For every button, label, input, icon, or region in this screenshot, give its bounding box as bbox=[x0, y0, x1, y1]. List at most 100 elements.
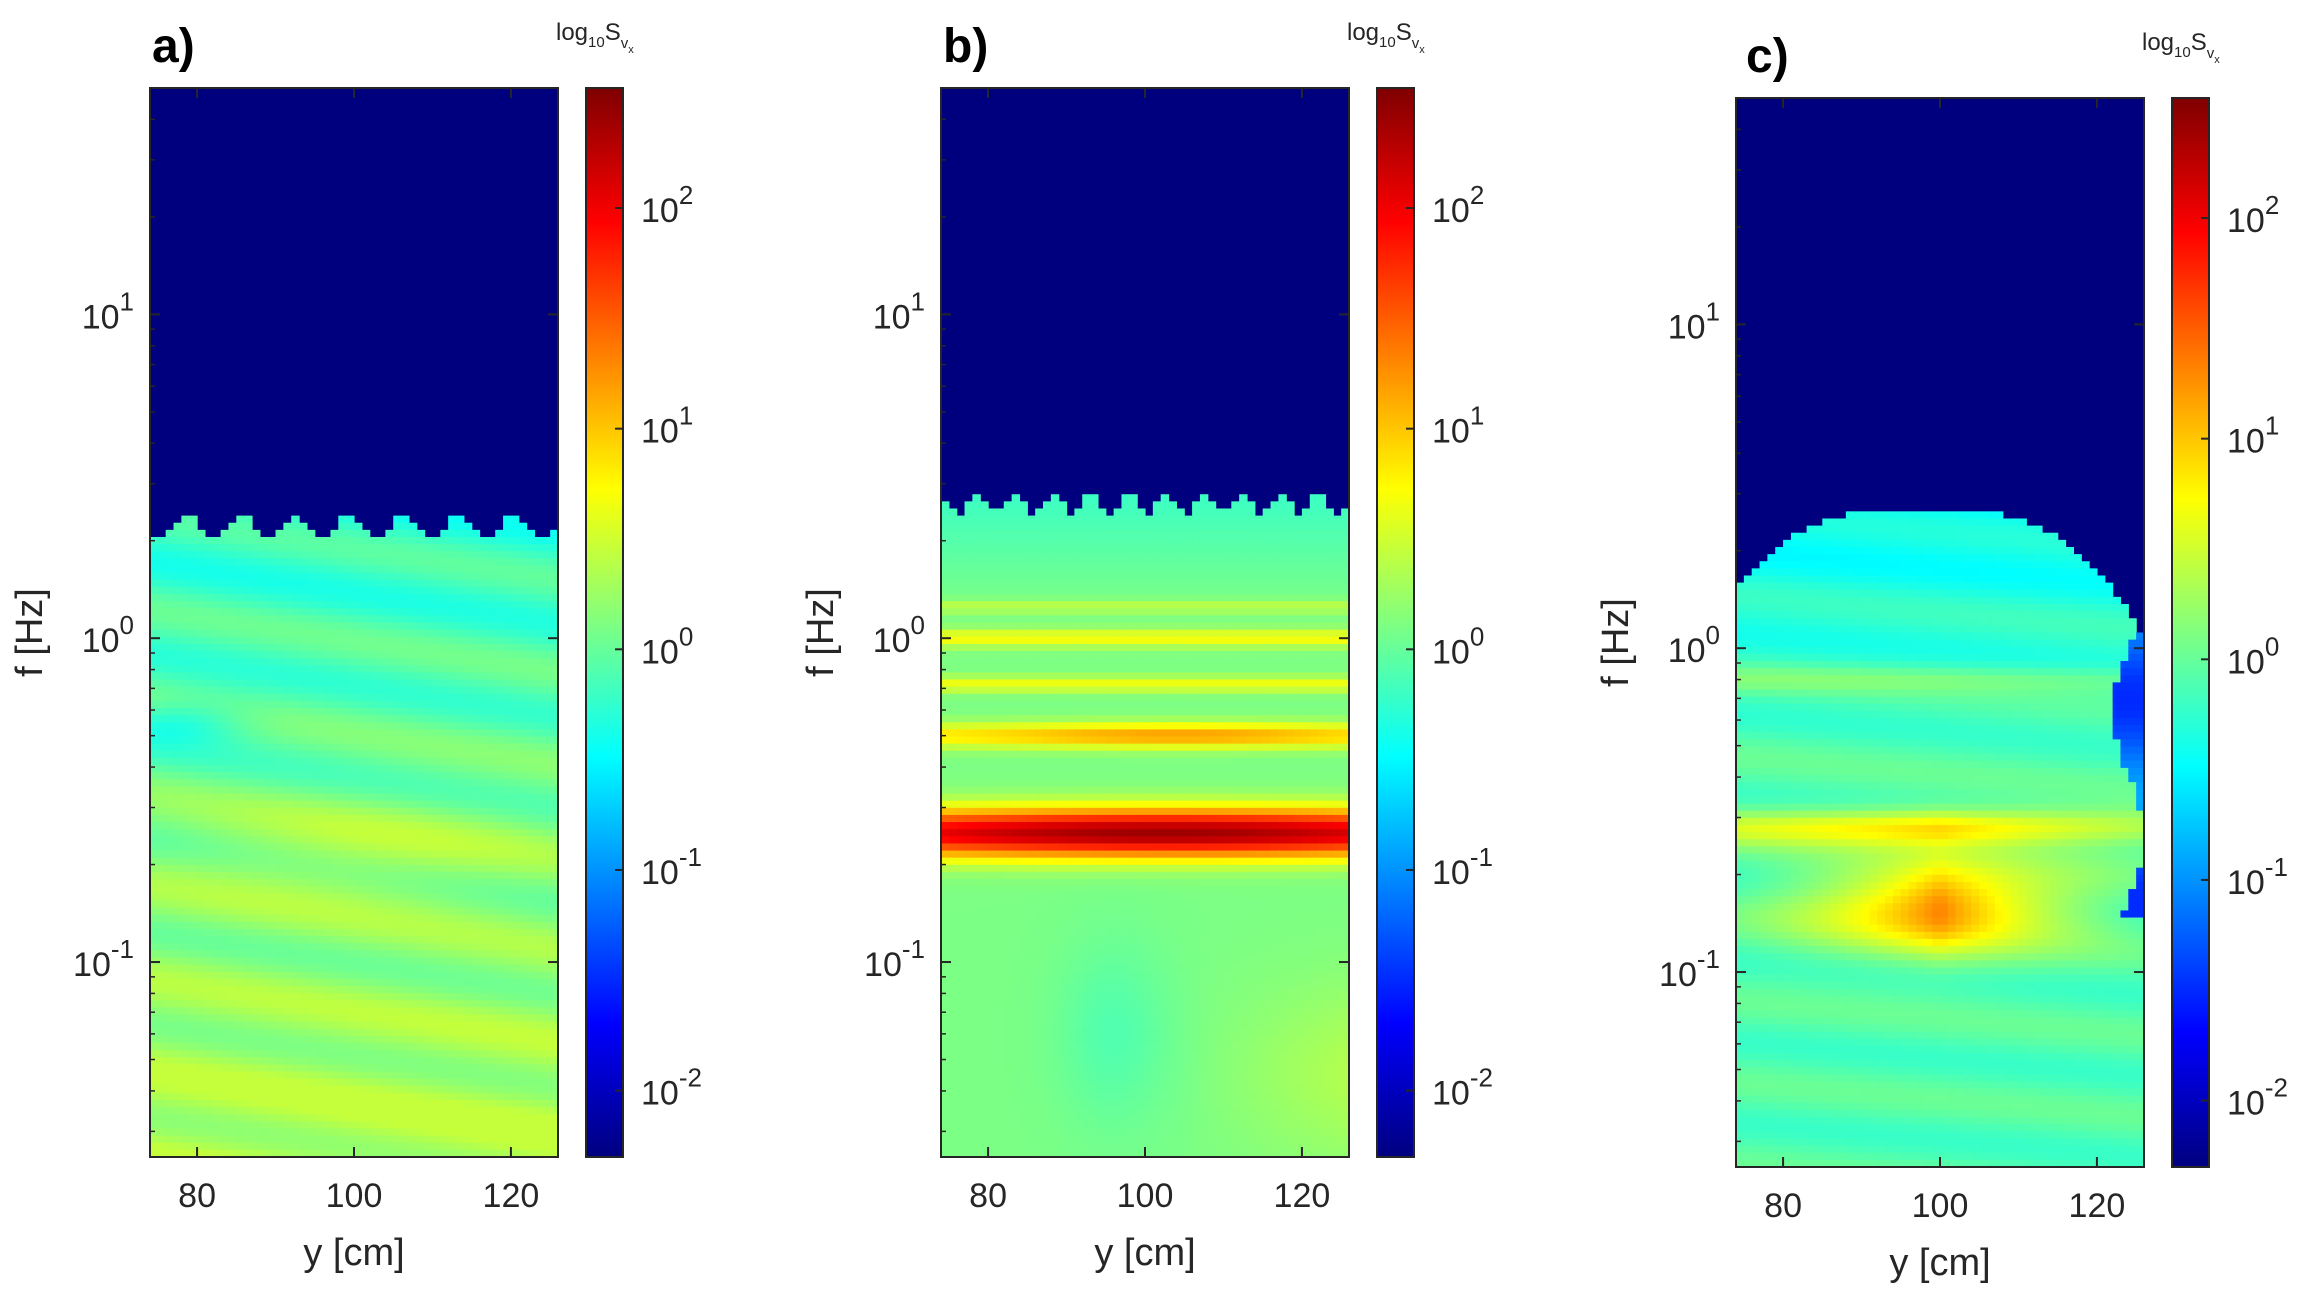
spectrogram-cell bbox=[299, 836, 308, 845]
spectrogram-cell bbox=[361, 715, 371, 723]
spectrogram-cell bbox=[220, 843, 230, 852]
spectrogram-cell bbox=[408, 993, 418, 1001]
spectrogram-cell bbox=[275, 1007, 284, 1016]
spectrogram-cell bbox=[322, 601, 332, 609]
spectrogram-cell bbox=[236, 1099, 245, 1108]
spectrogram-cell bbox=[291, 786, 300, 795]
spectrogram-cell bbox=[244, 536, 253, 545]
spectrogram-cell bbox=[189, 729, 198, 738]
spectrogram-cell bbox=[181, 936, 190, 944]
spectrogram-cell bbox=[165, 879, 175, 887]
spectrogram-cell bbox=[1325, 522, 1334, 531]
spectrogram-cell bbox=[416, 743, 426, 752]
spectrogram-cell bbox=[267, 964, 277, 973]
spectrogram-cell bbox=[236, 715, 245, 723]
spectrogram-cell bbox=[487, 651, 496, 659]
spectrogram-cell bbox=[259, 593, 269, 602]
spectrogram-cell bbox=[244, 1071, 253, 1080]
spectrogram-cell bbox=[408, 536, 418, 545]
spectrogram-cell bbox=[322, 693, 332, 702]
spectrogram-cell bbox=[542, 1078, 551, 1087]
spectrogram-cell bbox=[314, 565, 324, 574]
spectrogram-cell bbox=[354, 643, 363, 652]
spectrogram-cell bbox=[204, 1142, 214, 1151]
spectrogram-cell bbox=[518, 786, 528, 795]
spectrogram-cell bbox=[330, 985, 339, 994]
spectrogram-cell bbox=[471, 822, 481, 830]
spectrogram-cell bbox=[1090, 515, 1099, 524]
spectrogram-cell bbox=[204, 643, 214, 652]
spectrogram-cell bbox=[361, 636, 371, 645]
spectrogram-cell bbox=[534, 857, 543, 866]
spectrogram-cell bbox=[1254, 536, 1264, 545]
spectrogram-cell bbox=[204, 686, 214, 695]
spectrogram-cell bbox=[181, 757, 190, 766]
spectrogram-cell bbox=[197, 1128, 206, 1137]
spectrogram-cell bbox=[259, 921, 269, 930]
spectrogram-cell bbox=[204, 693, 214, 702]
spectrogram-cell bbox=[228, 950, 237, 959]
spectrogram-cell bbox=[416, 943, 426, 951]
spectrogram-cell bbox=[534, 871, 543, 880]
spectrogram-cell bbox=[1262, 536, 1272, 545]
spectrogram-cell bbox=[189, 736, 198, 745]
spectrogram-cell bbox=[1333, 522, 1342, 531]
spectrogram-cell bbox=[377, 629, 386, 638]
spectrogram-cell bbox=[236, 843, 245, 852]
spectrogram-cell bbox=[189, 800, 198, 809]
spectrogram-cell bbox=[322, 757, 332, 766]
spectrogram-cell bbox=[189, 850, 198, 859]
spectrogram-cell bbox=[189, 914, 198, 923]
spectrogram-cell bbox=[518, 1021, 528, 1030]
spectrogram-cell bbox=[314, 686, 324, 695]
spectrogram-cell bbox=[534, 551, 543, 559]
spectrogram-cell bbox=[518, 928, 528, 937]
spectrogram-cell bbox=[369, 1121, 379, 1130]
spectrogram-cell bbox=[259, 615, 269, 624]
spectrogram-cell bbox=[275, 1128, 284, 1137]
spectrogram-cell bbox=[314, 586, 324, 595]
spectrogram-cell bbox=[463, 765, 473, 773]
spectrogram-cell bbox=[432, 943, 441, 951]
spectrogram-cell bbox=[157, 665, 167, 673]
spectrogram-cell bbox=[322, 708, 332, 716]
spectrogram-cell bbox=[503, 800, 512, 809]
spectrogram-cell bbox=[244, 636, 253, 645]
spectrogram-cell bbox=[456, 1092, 465, 1101]
spectrogram-cell bbox=[306, 1092, 316, 1101]
spectrogram-cell bbox=[542, 928, 551, 937]
spectrogram-cell bbox=[510, 871, 520, 880]
spectrogram-cell bbox=[542, 536, 551, 545]
spectrogram-cell bbox=[377, 1021, 386, 1030]
spectrogram-cell bbox=[1247, 508, 1256, 517]
spectrogram-cell bbox=[204, 679, 214, 688]
spectrogram-cell bbox=[463, 1099, 473, 1108]
spectrogram-cell bbox=[212, 608, 222, 616]
spectrogram-cell bbox=[291, 1078, 300, 1087]
spectrogram-cell bbox=[244, 1121, 253, 1130]
spectrogram-cell bbox=[220, 615, 230, 624]
spectrogram-cell bbox=[212, 729, 222, 738]
spectrogram-cell bbox=[346, 743, 355, 752]
spectrogram-cell bbox=[463, 1071, 473, 1080]
spectrogram-cell bbox=[479, 544, 488, 552]
spectrogram-cell bbox=[165, 715, 175, 723]
spectrogram-cell bbox=[173, 971, 182, 980]
spectrogram-cell bbox=[291, 964, 300, 973]
spectrogram-cell bbox=[157, 907, 167, 916]
spectrogram-cell bbox=[204, 1092, 214, 1101]
spectrogram-cell bbox=[181, 1028, 190, 1037]
spectrogram-cell bbox=[283, 544, 292, 552]
spectrogram-cell bbox=[228, 814, 237, 823]
spectrogram-cell bbox=[197, 1078, 206, 1087]
spectrogram-cell bbox=[401, 1014, 410, 1023]
spectrogram-cell bbox=[416, 601, 426, 609]
spectrogram-cell bbox=[150, 765, 159, 773]
spectrogram-cell bbox=[518, 1064, 528, 1073]
spectrogram-cell bbox=[267, 1099, 277, 1108]
spectrogram-cell bbox=[181, 1092, 190, 1101]
spectrogram-cell bbox=[275, 1099, 284, 1108]
spectrogram-cell bbox=[408, 1135, 418, 1144]
spectrogram-cell bbox=[220, 886, 230, 894]
spectrogram-cell bbox=[393, 572, 402, 581]
